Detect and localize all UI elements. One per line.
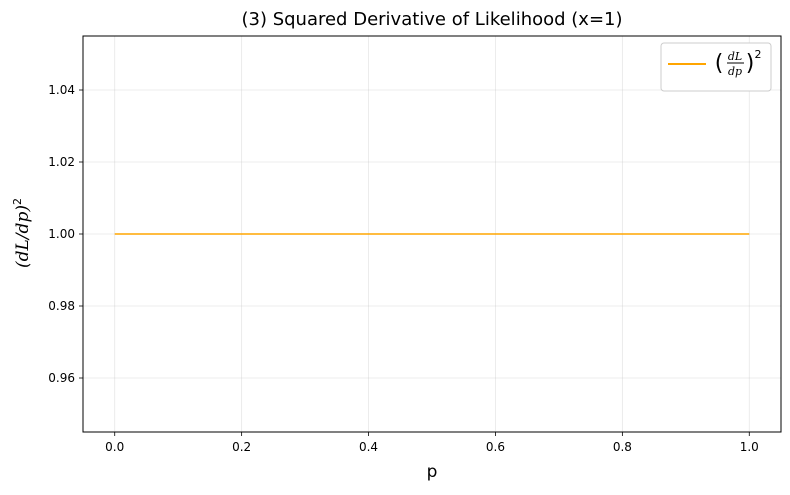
legend: ( dL dp ) 2 [660, 42, 772, 92]
y-tick-label: 1.04 [48, 83, 75, 97]
x-tick-label: 0.0 [105, 440, 124, 454]
y-tick-label: 0.98 [48, 299, 75, 313]
x-axis-label: p [427, 462, 438, 482]
y-tick-label: 1.00 [48, 227, 75, 241]
y-tick-label: 1.02 [48, 155, 75, 169]
x-tick-label: 0.2 [232, 440, 251, 454]
y-axis-label-base: (dL/dp) [13, 205, 33, 268]
legend-paren-left: ( [715, 51, 724, 76]
y-tick-label: 0.96 [48, 371, 75, 385]
x-tick-label: 1.0 [740, 440, 759, 454]
x-tick-label: 0.4 [359, 440, 378, 454]
legend-denominator: dp [728, 65, 742, 78]
legend-paren-right: ) [746, 51, 755, 76]
legend-box [660, 42, 772, 92]
y-axis-label-exponent: 2 [11, 198, 24, 205]
y-axis-ticks: 0.96 0.98 1.00 1.02 1.04 [48, 83, 83, 385]
chart-title: (3) Squared Derivative of Likelihood (x=… [241, 9, 622, 30]
legend-exponent: 2 [755, 48, 762, 61]
y-axis-label: (dL/dp)2 [11, 198, 33, 268]
x-tick-label: 0.8 [613, 440, 632, 454]
x-axis-ticks: 0.0 0.2 0.4 0.6 0.8 1.0 [105, 432, 759, 454]
x-tick-label: 0.6 [486, 440, 505, 454]
legend-numerator: dL [728, 50, 742, 63]
